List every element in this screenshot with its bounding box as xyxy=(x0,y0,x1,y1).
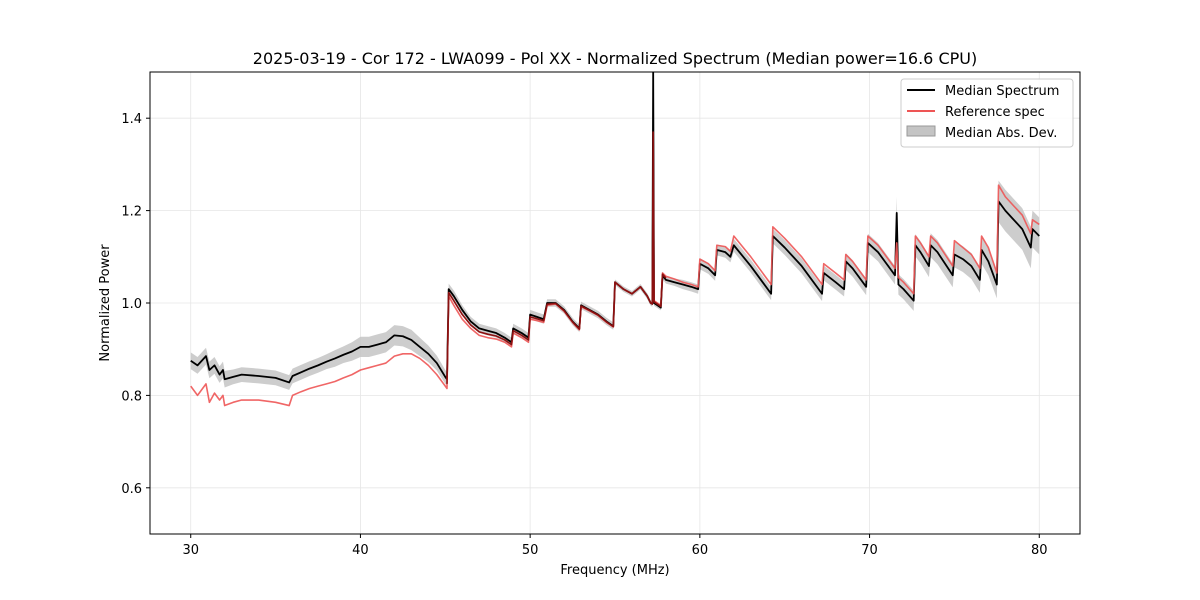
x-tick-label: 30 xyxy=(182,543,199,558)
legend-label-mad: Median Abs. Dev. xyxy=(945,126,1057,141)
chart-title: 2025-03-19 - Cor 172 - LWA099 - Pol XX -… xyxy=(253,49,977,68)
x-axis: 30 40 50 60 70 80 xyxy=(182,534,1048,558)
x-tick-label: 60 xyxy=(692,543,709,558)
y-tick-label: 1.0 xyxy=(121,297,142,312)
legend-box xyxy=(900,78,1074,148)
y-axis: 0.6 0.8 1.0 1.2 1.4 xyxy=(121,112,150,497)
legend-label-median: Median Spectrum xyxy=(945,84,1059,99)
grid xyxy=(150,72,1080,534)
legend: Median Spectrum Reference spec Median Ab… xyxy=(900,78,1074,148)
x-axis-label: Frequency (MHz) xyxy=(560,563,669,578)
y-axis-label: Normalized Power xyxy=(98,244,113,362)
x-tick-label: 80 xyxy=(1031,543,1048,558)
plot-area: 30 40 50 60 70 80 0.6 0.8 1.0 1.2 1.4 xyxy=(121,71,1081,558)
x-tick-label: 50 xyxy=(522,543,539,558)
x-tick-label: 70 xyxy=(861,543,878,558)
legend-label-reference: Reference spec xyxy=(945,105,1045,120)
y-tick-label: 0.8 xyxy=(121,389,142,404)
overlap-line xyxy=(446,131,667,384)
legend-swatch-mad xyxy=(906,125,936,137)
y-tick-label: 1.4 xyxy=(121,112,142,127)
y-tick-label: 1.2 xyxy=(121,205,142,220)
series-layer xyxy=(190,72,1040,407)
x-tick-label: 40 xyxy=(352,543,369,558)
y-tick-label: 0.6 xyxy=(121,482,142,497)
